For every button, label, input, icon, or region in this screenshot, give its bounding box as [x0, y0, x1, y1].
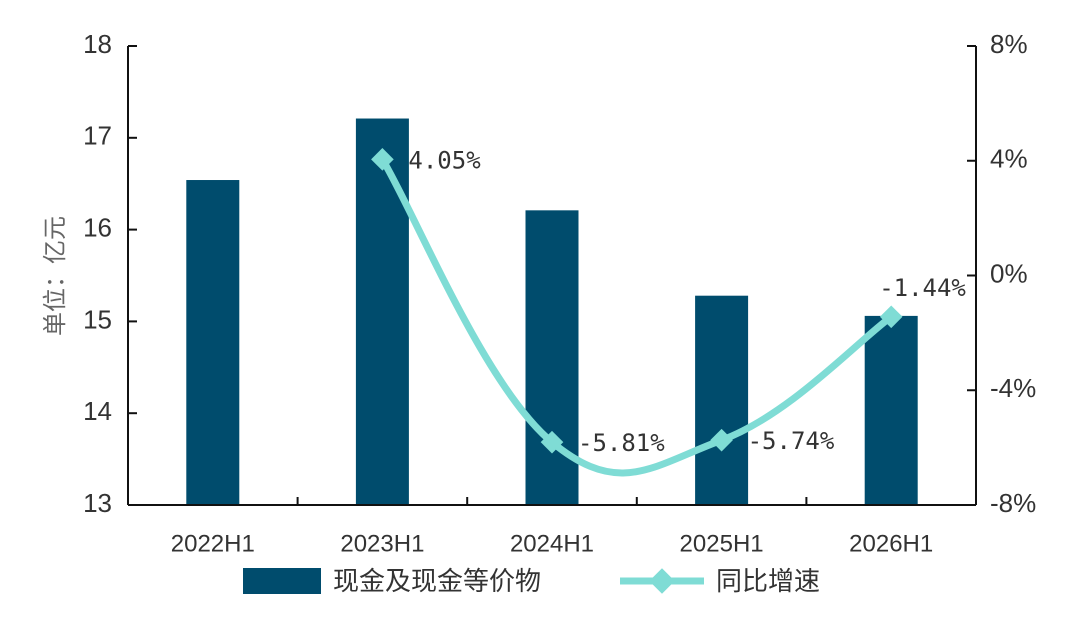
right-axis-tick-label: -8%	[990, 488, 1036, 518]
bars-layer	[186, 118, 918, 505]
x-axis-category-label: 2025H1	[680, 530, 764, 557]
left-axis-tick-label: 16	[83, 212, 112, 242]
left-axis-tick-label: 13	[83, 488, 112, 518]
y-axis-label: 单位：亿元	[41, 216, 69, 336]
labels-layer: 4.05% -5.81% -5.74% -1.44%	[408, 146, 966, 457]
bar	[186, 180, 240, 505]
x-axis-category-label: 2023H1	[340, 530, 424, 557]
growth-line	[378, 155, 895, 477]
line-layer	[371, 148, 903, 477]
legend-line-label: 同比增速	[716, 567, 820, 597]
growth-point	[879, 305, 903, 329]
right-axis-tick-label: 8%	[990, 29, 1028, 59]
growth-point	[540, 430, 564, 454]
legend-line-marker	[649, 568, 675, 594]
growth-data-label: -5.74%	[748, 427, 835, 455]
x-axis-category-label: 2024H1	[510, 530, 594, 557]
left-axis-tick-label: 14	[83, 396, 112, 426]
legend: 现金及现金等价物 同比增速	[243, 567, 820, 597]
x-axis-category-label: 2022H1	[171, 530, 255, 557]
growth-data-label: 4.05%	[408, 146, 481, 174]
left-axis-tick-label: 15	[83, 304, 112, 334]
legend-bar-label: 现金及现金等价物	[333, 567, 541, 597]
growth-data-label: -1.44%	[879, 274, 966, 302]
growth-point	[710, 428, 733, 452]
right-axis-tick-label: 4%	[990, 144, 1028, 174]
x-axis-category-label: 2026H1	[849, 530, 933, 557]
right-axis-tick-label: -4%	[990, 373, 1036, 403]
bar	[695, 295, 749, 505]
bar	[355, 118, 409, 505]
bar	[525, 210, 579, 505]
left-axis-tick-label: 18	[83, 29, 112, 59]
right-axis-tick-label: 0%	[990, 258, 1028, 288]
growth-data-label: -5.81%	[578, 429, 665, 457]
legend-bar-swatch	[243, 568, 321, 594]
bar	[864, 315, 918, 505]
axes-layer: 13 14 15 16 17 18 -8% -4% 0% 4% 8% 2022H1 2023H1 2024…	[83, 29, 1036, 557]
left-axis-tick-label: 17	[83, 121, 112, 151]
